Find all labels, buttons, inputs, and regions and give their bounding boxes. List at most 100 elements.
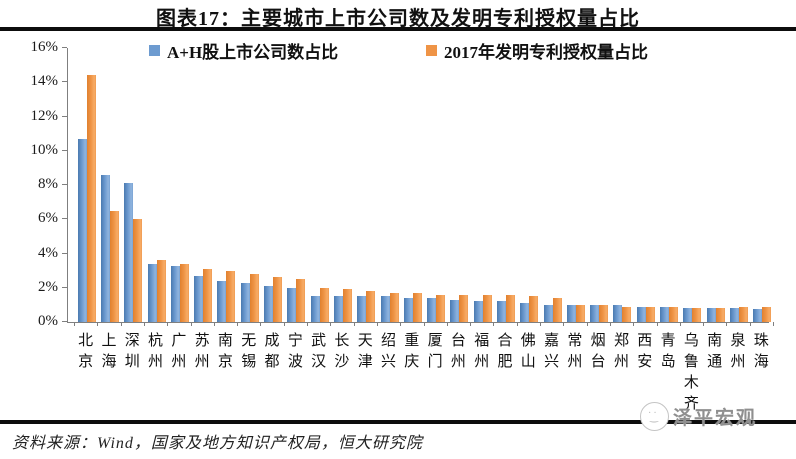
bar-listed-companies [683, 308, 693, 322]
bar-listed-companies [450, 299, 460, 322]
legend-swatch-orange [426, 44, 437, 56]
title-divider-line [0, 27, 796, 31]
bar-patent-grants [552, 298, 562, 322]
y-tick-label: 16% [30, 39, 59, 55]
bar-patent-grants [179, 263, 189, 322]
x-axis-ticks [67, 322, 774, 326]
bar-pair [285, 48, 308, 322]
x-category-label: 西安 [637, 333, 653, 370]
x-category-label: 苏州 [194, 333, 210, 370]
bar-listed-companies [170, 265, 180, 322]
legend-item-listed-companies: A+H股上市公司数占比 [149, 41, 338, 62]
x-category-label: 合肥 [497, 333, 513, 370]
bar-listed-companies [77, 138, 87, 322]
x-tick-mark [330, 322, 332, 326]
x-tick-mark [143, 322, 145, 326]
y-tick-mark [62, 47, 67, 48]
x-category-label: 福州 [474, 333, 490, 370]
x-category-label: 南通 [707, 333, 723, 370]
bar-pair [355, 48, 378, 322]
bar-patent-grants [319, 287, 329, 322]
x-category-label: 烟台 [590, 333, 606, 370]
bar-listed-companies [590, 304, 600, 322]
x-tick-mark [307, 322, 308, 326]
x-category-label: 泉州 [730, 333, 746, 370]
plot-area [67, 48, 772, 323]
x-category-label: 天津 [357, 333, 373, 370]
bar-listed-companies [194, 275, 204, 322]
x-tick-mark [376, 322, 378, 326]
y-tick-mark [62, 184, 67, 185]
bar-patent-grants [203, 268, 213, 322]
y-tick-label: 10% [30, 141, 59, 158]
bar-pair [588, 48, 611, 322]
source-note: 资料来源：Wind，国家及地方知识产权局，恒大研究院 [12, 435, 423, 452]
bar-pair [541, 48, 564, 322]
bar-patent-grants [412, 292, 422, 322]
y-tick-label: 14% [30, 73, 59, 90]
x-category-label: 深圳 [124, 333, 140, 370]
bar-listed-companies [753, 309, 763, 322]
y-tick-mark [62, 286, 67, 288]
bar-patent-grants [86, 75, 96, 322]
x-tick-mark [749, 322, 751, 326]
bar-patent-grants [645, 306, 655, 322]
legend-label: 2017年发明专利授权量占比 [444, 42, 648, 62]
x-category-label: 乌鲁木齐 [683, 333, 699, 412]
bar-patent-grants [622, 306, 632, 322]
y-tick-label: 4% [38, 244, 58, 261]
x-category-label: 台州 [450, 333, 466, 370]
watermark-face-icon [640, 402, 669, 431]
x-category-label: 郑州 [613, 333, 629, 370]
x-category-label: 常州 [567, 333, 583, 370]
bar-pair [424, 48, 447, 322]
legend-item-patent-grants: 2017年发明专利授权量占比 [426, 41, 648, 62]
bar-patent-grants [133, 219, 143, 322]
bar-patent-grants [389, 292, 399, 322]
bar-listed-companies [333, 296, 343, 322]
x-tick-mark [493, 322, 495, 326]
y-tick-label: 2% [38, 278, 58, 295]
x-category-label: 嘉兴 [544, 333, 560, 370]
x-tick-mark [353, 322, 355, 326]
x-category-label: 厦门 [427, 333, 443, 370]
bar-pair [215, 48, 238, 322]
bar-listed-companies [520, 303, 530, 322]
legend-swatch-blue [149, 44, 160, 56]
bar-listed-companies [100, 174, 110, 322]
y-tick-label: 6% [38, 210, 58, 227]
x-tick-mark [400, 322, 402, 326]
bar-listed-companies [147, 263, 157, 322]
bar-pair [308, 48, 331, 322]
bar-pair [261, 48, 284, 322]
x-category-label: 南京 [217, 333, 233, 370]
x-category-label: 佛山 [520, 333, 536, 370]
bar-pair [494, 48, 517, 322]
bar-listed-companies [427, 298, 437, 322]
bar-patent-grants [436, 294, 446, 322]
x-tick-mark [213, 322, 215, 326]
bar-patent-grants [738, 307, 748, 322]
bar-pair [564, 48, 587, 322]
x-category-label: 重庆 [404, 333, 420, 370]
bar-patent-grants [226, 270, 236, 322]
bar-listed-companies [706, 308, 716, 322]
x-category-label: 珠海 [753, 333, 769, 370]
bar-patent-grants [296, 279, 306, 322]
bar-patent-grants [505, 294, 515, 322]
bar-listed-companies [566, 304, 576, 322]
bar-pair [681, 48, 704, 322]
x-category-label: 青岛 [660, 333, 676, 370]
bar-patent-grants [575, 304, 585, 322]
bar-patent-grants [342, 289, 352, 322]
bar-patent-grants [715, 308, 725, 322]
x-category-label: 杭州 [148, 333, 164, 370]
bar-pair [145, 48, 168, 322]
y-tick-mark [62, 149, 67, 151]
bar-pair [238, 48, 261, 322]
x-category-label: 绍兴 [381, 333, 397, 370]
y-tick-mark [62, 81, 67, 83]
bar-listed-companies [636, 306, 646, 322]
x-tick-mark [97, 322, 99, 326]
bar-patent-grants [273, 277, 283, 322]
